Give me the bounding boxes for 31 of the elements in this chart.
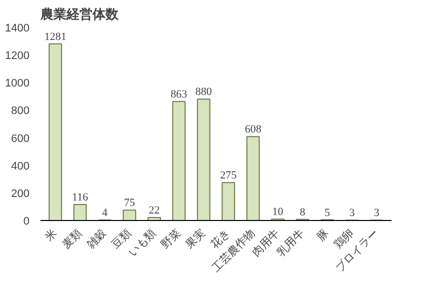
x-tick-label: 豆類 [110,227,134,252]
data-label: 1281 [44,30,66,43]
x-tick-label: 鶏卵 [331,226,356,252]
y-tick-label: 600 [11,132,30,145]
data-label: 116 [72,192,89,204]
data-label: 10 [272,206,284,218]
x-tick-label: 麦類 [60,226,84,252]
data-label: 3 [349,207,356,220]
x-tick-label: 果実 [183,226,208,252]
data-label: 880 [195,86,212,98]
x-tick-label: 豚 [315,227,332,244]
data-label: 5 [324,206,330,219]
y-tick-label: 200 [11,188,30,200]
y-tick-label: 0 [23,216,30,228]
data-label: 608 [244,124,262,136]
data-label: 75 [124,197,136,210]
y-tick-label: 800 [11,105,30,118]
data-label: 275 [220,170,238,182]
y-tick-label: 1200 [5,50,30,62]
x-tick-label: 野菜 [158,226,184,252]
chart-title: 農業経営体数 [40,6,120,22]
y-tick-label: 1400 [5,22,30,34]
x-tick-label: 米 [42,226,60,244]
data-label: 22 [148,204,160,216]
y-tick-label: 400 [11,160,30,172]
y-tick-label: 1000 [5,78,30,90]
x-tick-label: 雑穀 [84,226,110,252]
data-label: 863 [170,88,188,101]
data-label: 3 [374,207,380,220]
data-label: 8 [300,206,306,218]
data-label: 4 [102,206,108,219]
